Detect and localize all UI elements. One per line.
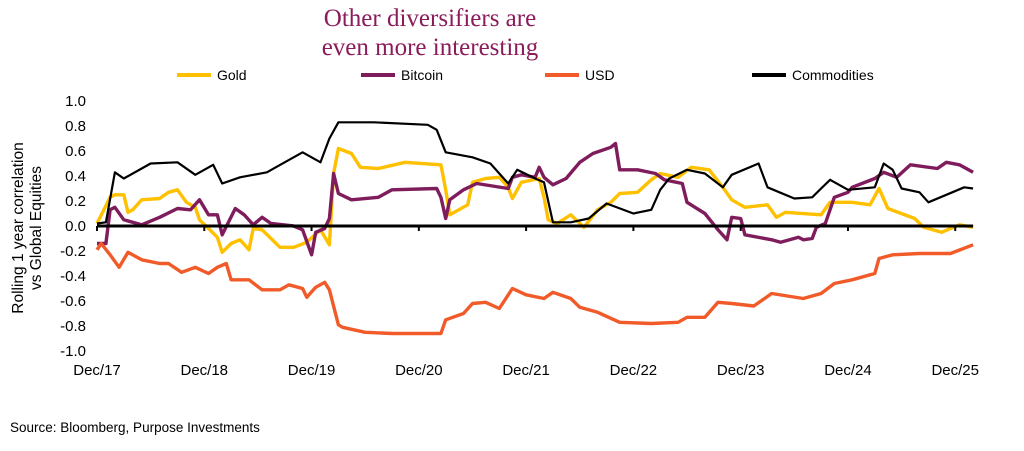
- x-tick-label: Dec/21: [502, 362, 550, 379]
- legend-item-gold: Gold: [177, 67, 247, 83]
- y-tick-label: -0.6: [60, 293, 86, 310]
- chart-title: Other diversifiers are even more interes…: [230, 4, 630, 62]
- x-tick-label: Dec/18: [181, 362, 229, 379]
- legend-swatch-usd: [545, 73, 579, 77]
- y-tick-label: 0.0: [65, 218, 86, 235]
- series-line-bitcoin: [97, 141, 974, 257]
- legend-label: Commodities: [792, 67, 874, 83]
- y-tick-label: -0.4: [60, 268, 86, 285]
- legend-swatch-commodities: [752, 73, 786, 77]
- x-tick-label: Dec/17: [73, 362, 121, 379]
- legend-item-bitcoin: Bitcoin: [361, 67, 443, 83]
- legend-label: Bitcoin: [401, 67, 444, 83]
- y-tick-label: 0.2: [65, 193, 86, 210]
- legend-item-commodities: Commodities: [752, 67, 874, 83]
- series-line-gold: [95, 146, 974, 254]
- y-tick-label: -0.8: [60, 318, 86, 335]
- x-tick-label: Dec/22: [610, 362, 658, 379]
- x-tick-label: Dec/25: [931, 362, 979, 379]
- source-note: Source: Bloomberg, Purpose Investments: [10, 420, 260, 435]
- x-tick-label: Dec/19: [288, 362, 336, 379]
- legend-swatch-gold: [177, 73, 211, 77]
- legend-item-usd: USD: [545, 67, 615, 83]
- y-tick-label: 1.0: [65, 93, 86, 110]
- chart-title-line: Other diversifiers are: [323, 5, 537, 32]
- legend-label: Gold: [217, 67, 247, 83]
- legend-label: USD: [585, 67, 615, 83]
- x-tick-label: Dec/23: [717, 362, 765, 379]
- y-tick-label: -1.0: [60, 343, 86, 360]
- legend-swatch-bitcoin: [361, 73, 395, 77]
- series-line-commodities: [96, 121, 974, 225]
- y-tick-label: 0.4: [65, 168, 86, 185]
- y-tick-label: 0.6: [65, 143, 86, 160]
- x-tick-label: Dec/20: [395, 362, 443, 379]
- x-tick-label: Dec/24: [824, 362, 872, 379]
- y-tick-label: -0.2: [60, 243, 86, 260]
- y-tick-label: 0.8: [65, 118, 86, 135]
- series-line-usd: [95, 241, 974, 336]
- chart-title-line: even more interesting: [321, 34, 539, 61]
